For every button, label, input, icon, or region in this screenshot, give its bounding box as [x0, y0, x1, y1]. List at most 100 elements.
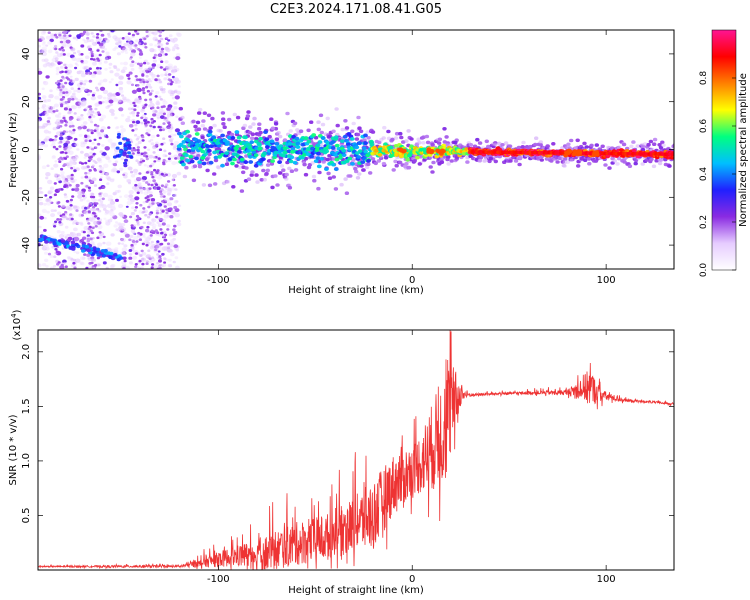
spectrogram-cell	[635, 144, 640, 148]
spectrogram-cell	[128, 124, 134, 128]
spectrogram-cell	[167, 248, 173, 253]
spectrogram-cell	[82, 38, 86, 41]
spectrogram-cell	[61, 239, 66, 243]
spectrogram-cell	[41, 125, 46, 129]
spectrogram-cell	[217, 155, 223, 159]
spectrogram-cell	[77, 87, 81, 90]
spectrogram-cell	[147, 133, 151, 137]
spectrogram-cell	[167, 157, 171, 161]
spectrogram-cell	[160, 242, 164, 246]
spectrogram-cell	[123, 259, 127, 263]
spectrogram-cell	[63, 157, 68, 160]
spectrogram-cell	[83, 253, 87, 256]
spectrogram-cell	[327, 154, 332, 158]
spectrogram-cell	[134, 75, 138, 78]
spectrogram-cell	[658, 145, 664, 150]
spectrogram-cell	[194, 156, 199, 161]
spectrogram-cell	[176, 47, 180, 50]
spectrogram-cell	[129, 63, 134, 67]
spectrogram-cell	[93, 111, 97, 115]
spectrogram-cell	[125, 138, 130, 142]
spectrogram-cell	[110, 204, 116, 209]
spectrogram-cell	[446, 162, 451, 166]
spectrogram-cell	[167, 113, 173, 118]
spectrogram-cell	[63, 147, 67, 151]
spectrogram-cell	[150, 171, 154, 174]
spectrogram-cell	[53, 182, 57, 185]
spectrogram-cell	[153, 264, 158, 269]
spectrogram-cell	[661, 143, 666, 147]
spectrogram-cell	[126, 179, 132, 183]
spectrogram-cell	[144, 117, 148, 120]
spectrogram-cell	[138, 172, 142, 175]
spectrogram-y-label: Frequency (Hz)	[8, 112, 19, 188]
spectrogram-cell	[90, 96, 97, 101]
spectrogram-cell	[149, 124, 153, 128]
spectrogram-cell	[127, 77, 131, 80]
spectrogram-cell	[73, 51, 77, 55]
spectrogram-cell	[89, 237, 93, 241]
spectrogram-cell	[148, 68, 152, 72]
spectrogram-cell	[622, 160, 627, 164]
spectrogram-cell	[86, 89, 90, 92]
spectrogram-cell	[445, 157, 450, 162]
spectrogram-cell	[47, 99, 52, 102]
spectrogram-cell	[149, 80, 153, 83]
spectrogram-cell	[86, 165, 90, 168]
spectrogram-cell	[57, 62, 61, 65]
spectrogram-cell	[100, 249, 106, 253]
spectrogram-cell	[38, 242, 41, 247]
spectrogram-cell	[66, 233, 70, 237]
spectrogram-cell	[164, 60, 169, 64]
spectrogram-cell	[368, 171, 373, 175]
spectrogram-cell	[196, 127, 202, 131]
spectrogram-cell	[134, 263, 138, 266]
spectrogram-cell	[144, 46, 148, 49]
spectrogram-cell	[70, 240, 76, 245]
spectrogram-cell	[63, 34, 67, 37]
spectrogram-cell	[62, 87, 68, 92]
spectrogram-y-tick-label-2: 0	[21, 146, 32, 152]
spectrogram-cell	[139, 38, 143, 42]
spectrogram-cell	[107, 126, 111, 129]
spectrogram-cell	[582, 141, 587, 146]
spectrogram-cell	[179, 134, 184, 139]
spectrogram-cell	[125, 117, 131, 123]
spectrogram-cell	[65, 155, 69, 158]
spectrogram-cell	[594, 143, 599, 147]
spectrogram-cell	[167, 202, 173, 207]
spectrogram-cell	[135, 78, 140, 81]
spectrogram-cell	[159, 37, 164, 41]
spectrogram-cell	[188, 154, 194, 159]
spectrogram-cell	[557, 156, 562, 160]
spectrogram-cell	[109, 108, 115, 114]
spectrogram-cell	[128, 249, 133, 252]
spectrogram-cell	[91, 41, 98, 46]
spectrogram-cell	[136, 111, 140, 115]
spectrogram-cell	[136, 114, 140, 117]
spectrogram-cell	[96, 111, 101, 114]
spectrogram-cell	[74, 77, 79, 82]
spectrogram-cell	[150, 117, 154, 121]
spectrogram-cell	[62, 53, 66, 56]
spectrogram-cell	[48, 95, 52, 99]
spectrogram-cell	[100, 203, 104, 206]
spectrogram-cell	[155, 112, 161, 116]
spectrogram-cell	[363, 133, 368, 138]
spectrogram-cell	[77, 194, 83, 199]
spectrogram-cell	[88, 79, 92, 83]
spectrogram-cell	[122, 153, 127, 157]
spectrogram-cell	[119, 62, 124, 65]
spectrogram-cell	[145, 171, 150, 174]
spectrogram-cell	[130, 107, 135, 111]
spectrogram-cell	[237, 150, 242, 154]
spectrogram-cell	[142, 210, 146, 214]
spectrogram-cell	[276, 130, 281, 135]
spectrogram-cell	[148, 154, 154, 159]
spectrogram-cell	[84, 152, 90, 158]
spectrogram-cell	[166, 246, 170, 250]
spectrogram-cell	[44, 258, 49, 262]
spectrogram-cell	[40, 231, 44, 234]
spectrogram-cell	[129, 112, 133, 115]
spectrogram-cell	[96, 236, 100, 240]
